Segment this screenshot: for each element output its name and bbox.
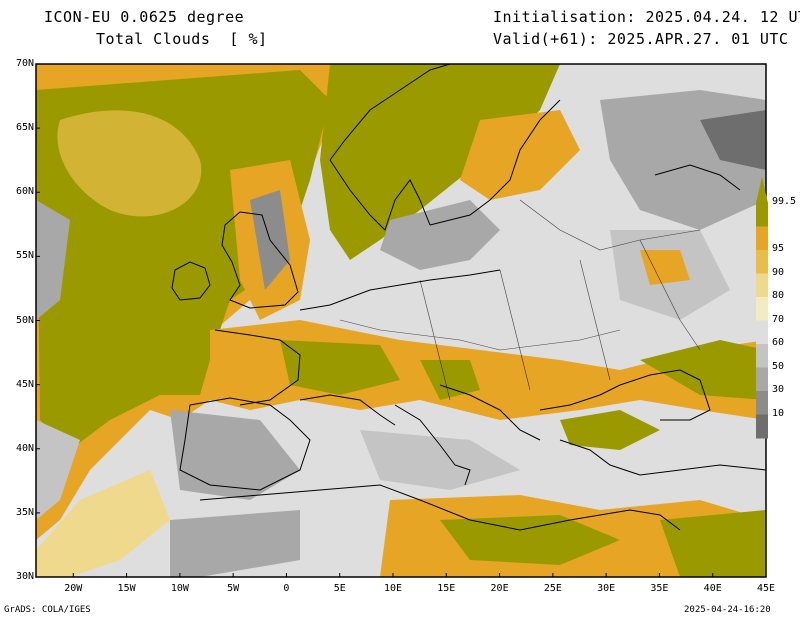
lat-label: 65N: [15, 122, 34, 134]
lon-label: 0: [283, 583, 290, 594]
colorbar-label: 10: [772, 407, 785, 419]
lon-label: 5W: [227, 583, 240, 594]
lon-label: 15W: [117, 583, 136, 594]
atlantic-gray-1: [36, 200, 70, 320]
borders: [339, 199, 701, 401]
scandinavia-cloud: [320, 64, 560, 260]
colorbar-label: 70: [772, 313, 785, 325]
variable-title: Total Clouds [ %]: [96, 30, 268, 48]
lon-ticks: [72, 573, 767, 577]
lat-label: 45N: [15, 378, 34, 390]
lon-label: 40E: [703, 583, 722, 594]
lon-label: 10E: [383, 583, 403, 594]
valid-time: Valid(+61): 2025.APR.27. 01 UTC: [493, 30, 789, 48]
lon-label: 15E: [437, 583, 456, 594]
lon-label: 45E: [756, 583, 776, 594]
atlantic-gray-2: [36, 420, 80, 520]
lon-label: 20W: [64, 583, 83, 594]
alps-cloud: [420, 360, 480, 400]
colorbar-label: 99.5: [772, 196, 797, 207]
lat-label: 70N: [15, 58, 34, 69]
colorbar-segment: [756, 203, 768, 227]
colorbar-segment: [756, 391, 768, 415]
lon-label: 35E: [650, 583, 669, 594]
med-gray: [360, 430, 520, 490]
colorbar-segment: [756, 414, 768, 439]
lat-label: 35N: [15, 506, 34, 518]
colorbar-segment: [756, 250, 768, 274]
atlantic-swirl: [57, 110, 202, 217]
colorbar-label: 50: [772, 360, 785, 372]
lon-label: 5E: [333, 583, 346, 594]
lat-label: 30N: [15, 571, 34, 582]
colorbar-label: 80: [772, 290, 785, 301]
baltic-gray: [380, 200, 500, 270]
lat-label: 55N: [15, 250, 34, 262]
lat-label: 40N: [15, 442, 34, 454]
lat-ticks: [36, 63, 40, 578]
colorbar-segment: [756, 320, 768, 345]
model-title: ICON-EU 0.0625 degree: [44, 8, 245, 26]
colorbar: [756, 177, 768, 439]
colorbar-label: 90: [772, 266, 785, 278]
colorbar-segment: [756, 344, 768, 368]
lon-label: 25E: [543, 583, 562, 594]
colorbar-label: 30: [772, 384, 785, 395]
russia-dark: [700, 110, 766, 170]
init-time: Initialisation: 2025.04.24. 12 UTC: [493, 8, 800, 26]
colorbar-top-arrow: [756, 177, 768, 203]
colorbar-segment: [756, 297, 768, 321]
colorbar-label: 95: [772, 243, 785, 254]
iberia-gray: [170, 410, 300, 500]
footer-software: GrADS: COLA/IGES: [4, 605, 91, 615]
lon-label: 20E: [490, 583, 509, 594]
map-field: [36, 64, 766, 577]
colorbar-segment: [756, 226, 768, 251]
footer-timestamp: 2025-04-24-16:20: [684, 605, 771, 615]
lat-label: 60N: [15, 186, 34, 198]
atlantic-cloud-south: [36, 470, 170, 577]
libya-cloud: [440, 515, 620, 565]
coastlines: [171, 64, 766, 531]
france-cloud: [280, 340, 400, 395]
blacksea-cloud: [640, 340, 766, 400]
ukraine-cloud: [640, 250, 690, 285]
levant-cloud: [660, 510, 766, 577]
balkan-cloud: [560, 410, 660, 450]
finland-cloud: [460, 110, 580, 200]
lon-label: 10W: [170, 583, 189, 594]
colorbar-label: 60: [772, 337, 785, 348]
colorbar-segment: [756, 367, 768, 392]
lon-label: 30E: [597, 583, 616, 594]
colorbar-segment: [756, 273, 768, 298]
lat-label: 50N: [15, 314, 34, 326]
sahara-gray: [170, 510, 300, 577]
